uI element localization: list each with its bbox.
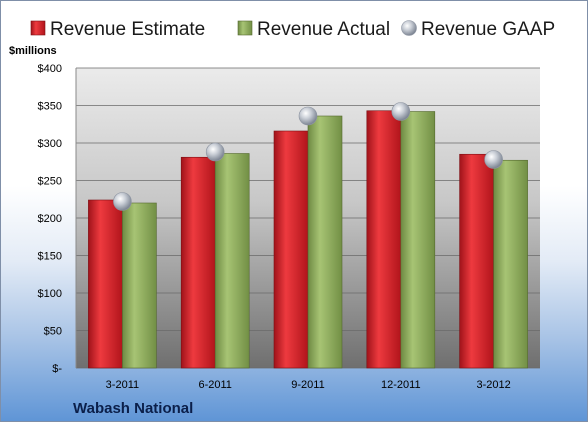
bars [88,102,528,369]
axes: $- $50 $100 $150 $200 $250 $300 $350 $400 3-2011 6… [38,63,511,391]
revenue-estimate-bar [273,130,309,369]
legend-swatch-revenue-gaap [401,20,417,36]
revenue-estimate-bar [180,156,216,369]
revenue-gaap-marker [391,102,411,121]
legend-label: Revenue GAAP [421,19,555,40]
y-tick-label: $- [52,363,62,375]
legend-swatch-revenue-actual [237,20,253,36]
company-name: Wabash National [73,400,193,417]
revenue-actual-bar [214,153,250,369]
revenue-gaap-marker [113,192,132,211]
y-tick-label: $350 [38,101,62,113]
x-tick-label: 6-2011 [198,379,231,391]
y-tick-label: $100 [38,288,62,300]
legend: Revenue Estimate Revenue Actual Revenue GA… [30,19,555,40]
legend-label: Revenue Actual [257,19,390,40]
x-tick-label: 3-2012 [476,379,510,391]
y-tick-label: $250 [38,176,62,188]
revenue-gaap-marker [205,142,225,162]
y-tick-label: $150 [38,251,62,263]
y-tick-label: $50 [44,326,62,338]
revenue-gaap-marker [484,150,503,169]
revenue-estimate-bar [459,153,494,369]
legend-label: Revenue Estimate [50,19,205,40]
y-tick-label: $400 [38,63,62,75]
revenue-estimate-bar [88,199,123,369]
legend-swatch-revenue-estimate [30,20,46,36]
revenue-gaap-marker [298,106,318,126]
x-tick-label: 9-2011 [291,379,324,391]
revenue-actual-bar [493,159,528,369]
revenue-estimate-bar [366,110,402,369]
revenue-actual-bar [307,115,343,369]
x-tick-label: 12-2011 [381,379,421,391]
y-tick-label: $200 [38,213,62,225]
x-tick-label: 3-2011 [106,379,139,391]
revenue-actual-bar [122,202,157,369]
revenue-actual-bar [400,111,436,369]
y-tick-label: $300 [38,138,62,150]
y-axis-unit-label: $millions [9,45,57,57]
